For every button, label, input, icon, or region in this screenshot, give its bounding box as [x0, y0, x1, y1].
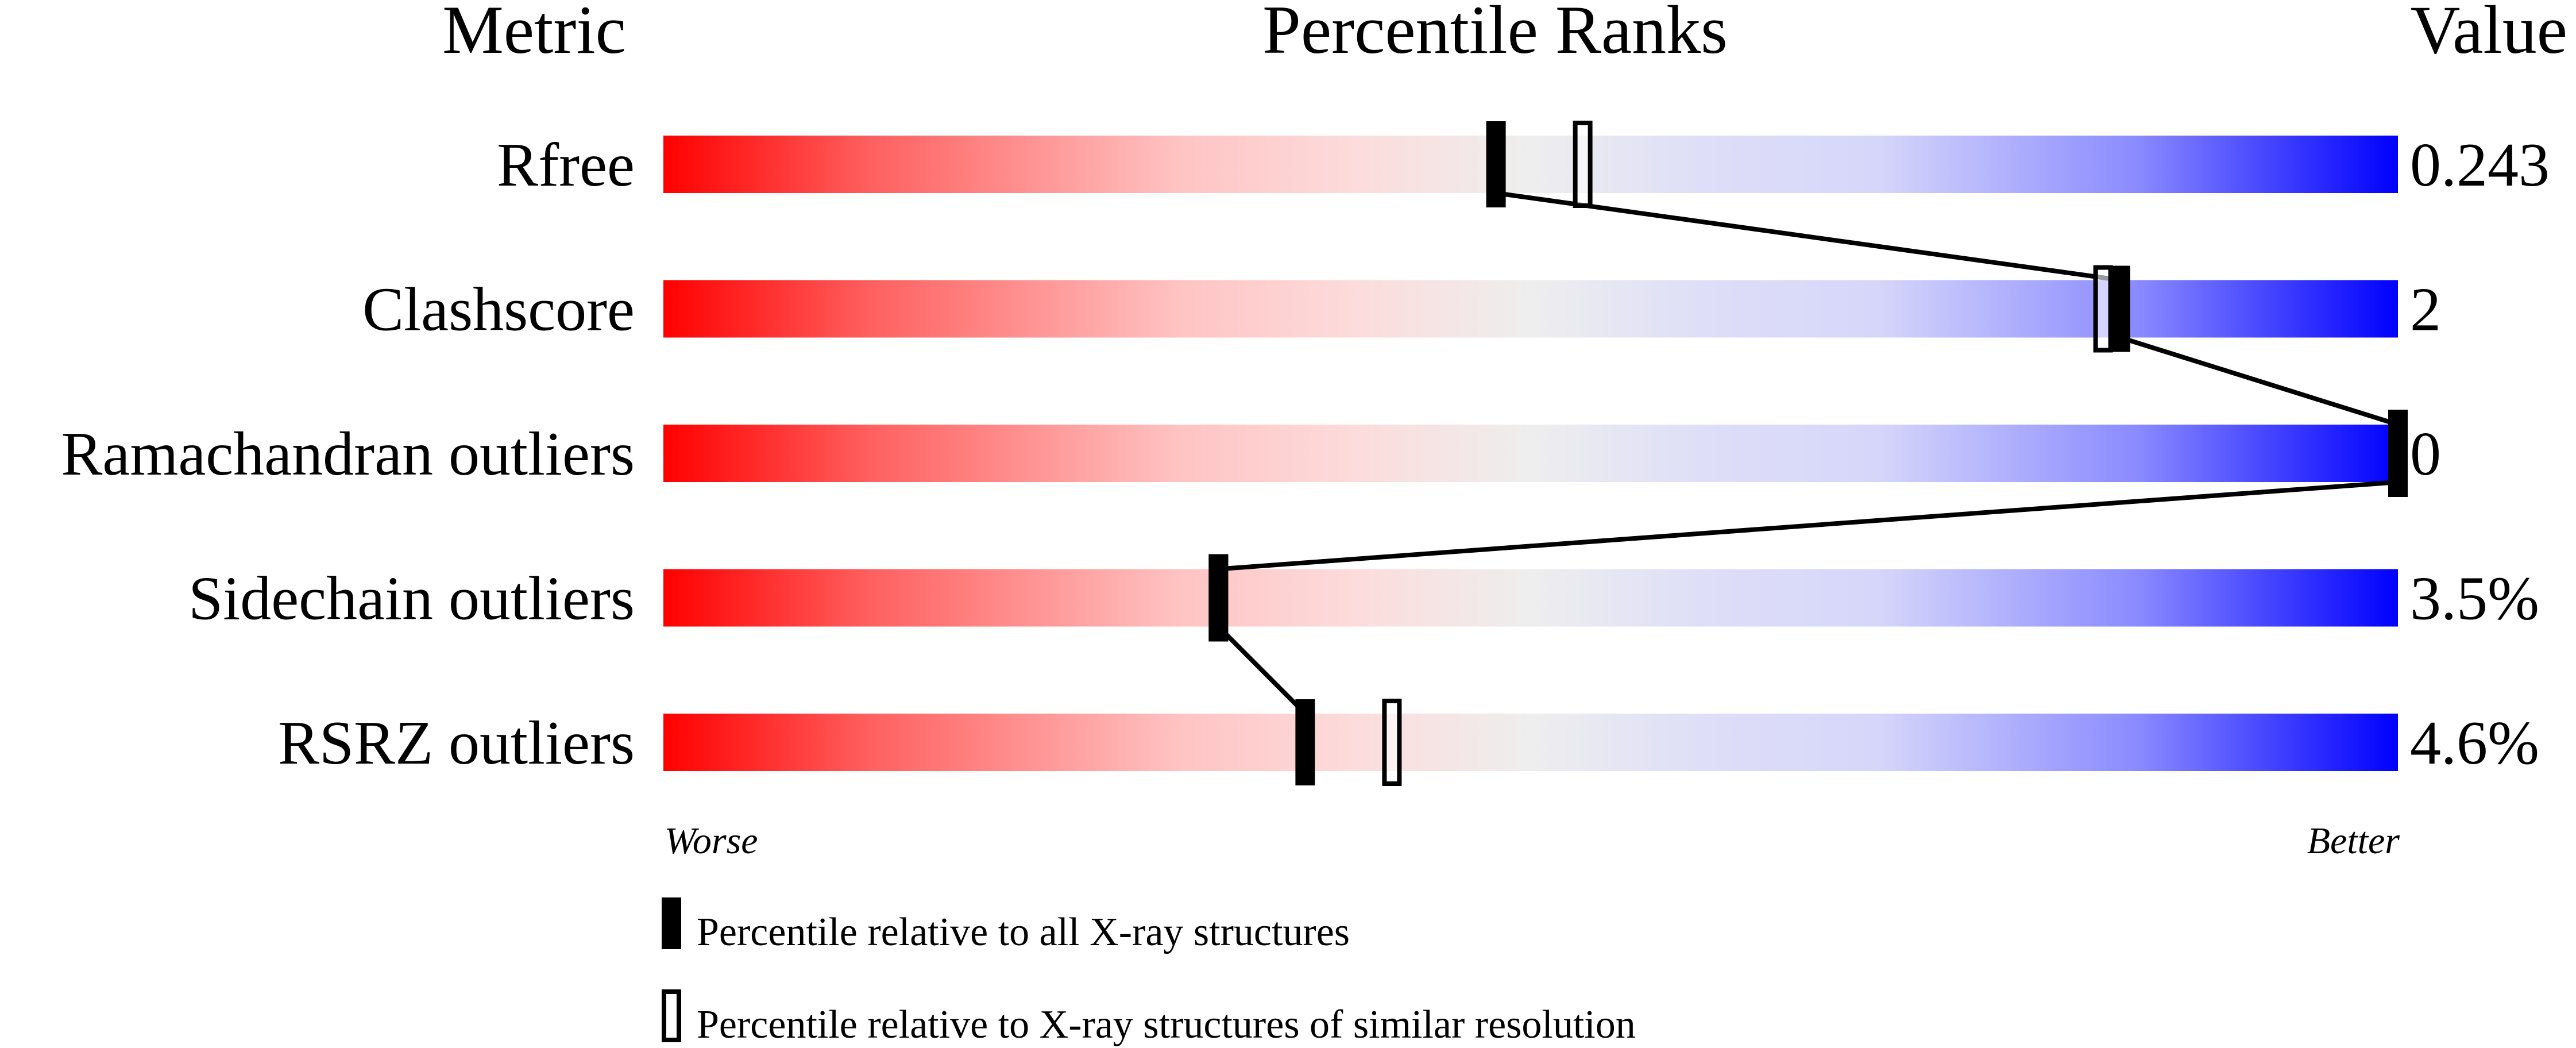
- connector-line: [1216, 625, 1307, 715]
- header-percentile-ranks: Percentile Ranks: [1262, 0, 1728, 68]
- marker-all-rfree: [1486, 121, 1506, 207]
- legend-label-similar: Percentile relative to X-ray structures …: [697, 1003, 1636, 1047]
- metric-label-ramachandran-outliers: Ramachandran outliers: [61, 420, 635, 488]
- metric-label-clashscore: Clashscore: [362, 276, 635, 344]
- connector-line: [1218, 480, 2399, 572]
- bar-rsrz-outliers: [663, 714, 2398, 771]
- bar-rfree: [663, 136, 2398, 193]
- value-ramachandran-outliers: 0: [2410, 420, 2441, 488]
- marker-similar-rsrz-outliers: [1382, 699, 1402, 786]
- marker-all-rsrz-outliers: [1295, 699, 1315, 785]
- connector-line: [1496, 191, 2121, 283]
- scale-label-worse: Worse: [665, 820, 758, 862]
- value-rsrz-outliers: 4.6%: [2410, 709, 2539, 777]
- value-rfree: 0.243: [2410, 131, 2550, 199]
- connector-line: [2119, 335, 2399, 427]
- bar-sidechain-outliers: [663, 569, 2398, 627]
- marker-similar-rfree: [1573, 121, 1593, 208]
- bar-clashscore: [663, 280, 2398, 338]
- marker-similar-clashscore: [2093, 265, 2113, 353]
- legend-label-all: Percentile relative to all X-ray structu…: [697, 910, 1350, 954]
- metric-label-sidechain-outliers: Sidechain outliers: [188, 565, 635, 633]
- legend-hollow-marker-icon: [662, 989, 681, 1042]
- marker-all-clashscore: [2110, 265, 2130, 352]
- value-clashscore: 2: [2410, 276, 2441, 344]
- metric-label-rfree: Rfree: [497, 131, 635, 199]
- bar-ramachandran-outliers: [663, 425, 2398, 482]
- legend-filled-marker-icon: [662, 897, 681, 949]
- scale-label-better: Better: [2307, 820, 2400, 862]
- marker-all-sidechain-outliers: [1208, 554, 1229, 641]
- value-sidechain-outliers: 3.5%: [2410, 565, 2539, 633]
- marker-all-ramachandran-outliers: [2388, 410, 2408, 496]
- header-metric: Metric: [442, 0, 626, 68]
- header-value: Value: [2411, 0, 2567, 68]
- metric-label-rsrz-outliers: RSRZ outliers: [278, 709, 635, 777]
